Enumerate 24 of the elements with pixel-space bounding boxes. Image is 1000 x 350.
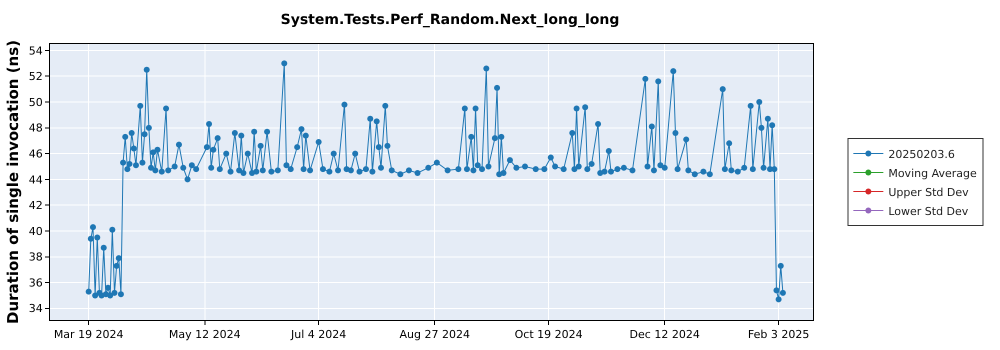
legend-label: Lower Std Dev: [888, 204, 969, 218]
y-tick-label: 36: [28, 276, 43, 290]
x-tick-label: Feb 3 2025: [748, 328, 810, 342]
y-tick-label: 54: [28, 44, 43, 58]
x-tick-label: Mar 19 2024: [54, 328, 124, 342]
legend-label: Moving Average: [888, 166, 977, 180]
legend-label: Upper Std Dev: [888, 186, 970, 199]
legend-label: 20250203.6: [888, 148, 955, 161]
x-tick-label: Aug 27 2024: [399, 328, 470, 342]
y-axis-title: Duration of single invocation (ns): [4, 40, 22, 324]
y-tick-label: 48: [28, 122, 43, 135]
y-tick-label: 42: [28, 199, 43, 212]
x-tick-label: Dec 12 2024: [630, 328, 700, 342]
x-tick-label: Oct 19 2024: [514, 328, 583, 342]
x-tick-label: May 12 2024: [168, 328, 241, 342]
y-tick-label: 40: [28, 224, 43, 238]
y-tick-label: 46: [28, 147, 43, 160]
x-tick-label: Jul 4 2024: [290, 328, 346, 342]
chart-title: System.Tests.Perf_Random.Next_long_long: [280, 12, 620, 28]
y-tick-label: 44: [28, 173, 43, 186]
y-tick-label: 38: [28, 250, 43, 264]
y-tick-label: 34: [28, 302, 43, 316]
y-tick-label: 52: [28, 70, 43, 84]
y-tick-label: 50: [28, 96, 43, 109]
